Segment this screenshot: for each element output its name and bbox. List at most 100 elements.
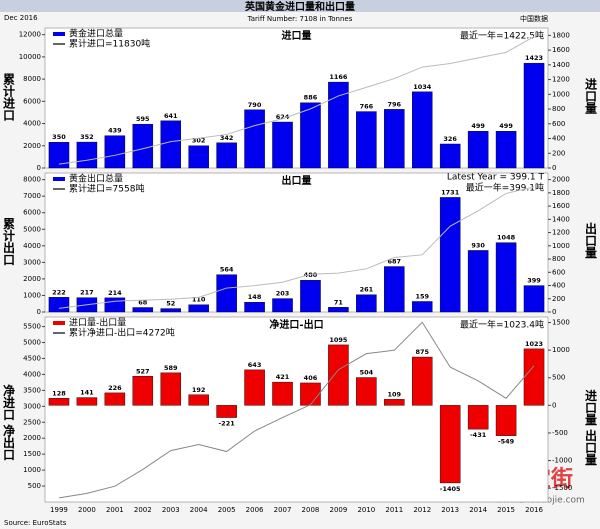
bar: [272, 381, 293, 406]
legend-label: 累计进口=7558吨: [69, 183, 144, 195]
bar: [411, 91, 433, 169]
y2-tick-label: 1000: [552, 242, 570, 250]
x-tick-label: 2007: [274, 506, 292, 514]
data-label: 110: [192, 296, 206, 304]
y-tick-label: 8000: [23, 75, 41, 83]
data-label: 52: [166, 300, 175, 308]
data-label: 564: [220, 266, 234, 274]
bar: [300, 102, 321, 169]
cumulative-line: [58, 186, 535, 309]
data-label: 203: [276, 290, 290, 298]
y-tick-label: 0: [37, 308, 41, 316]
x-tick-label: 2011: [385, 506, 403, 514]
bar: [384, 266, 405, 313]
bar: [328, 307, 349, 313]
y2-axis-label: 出口量: [584, 221, 598, 258]
y2-tick-label: 0: [552, 308, 556, 316]
header-brand: 中国数据: [520, 14, 548, 23]
bar: [384, 109, 405, 169]
y-tick-label: 1000: [23, 291, 41, 299]
y2-tick-label: 800: [552, 105, 565, 113]
x-tick-label: 2004: [190, 506, 208, 514]
data-label: -431: [470, 431, 487, 439]
bar: [132, 123, 154, 169]
y2-tick-label: 600: [552, 120, 565, 128]
data-label: 504: [360, 369, 374, 377]
y2-tick-label: 1600: [552, 202, 570, 210]
bar: [216, 142, 237, 169]
data-label: 128: [52, 389, 66, 397]
data-label: 302: [192, 137, 206, 145]
bar: [188, 304, 209, 313]
x-tick-label: 2002: [134, 506, 152, 514]
legend-label: 黄金进口总量: [69, 28, 123, 40]
y-tick-label: 7000: [23, 192, 41, 200]
bar: [523, 348, 545, 406]
bar: [356, 294, 377, 313]
bar: [439, 405, 461, 484]
data-label: 159: [415, 292, 429, 300]
x-tick-label: 2013: [441, 506, 459, 514]
data-label: 790: [248, 101, 262, 109]
data-label: 624: [276, 113, 290, 121]
legend-label: 黄金出口总量: [69, 173, 123, 185]
y2-tick-label: 1000: [552, 90, 570, 98]
data-label: 875: [415, 348, 429, 356]
annotation: Latest Year = 399.1 T: [447, 173, 545, 183]
y-tick-label: 4000: [23, 242, 41, 250]
x-tick-label: 2003: [162, 506, 180, 514]
data-label: 399: [527, 277, 541, 285]
y-tick-label: 3000: [23, 258, 41, 266]
data-label: 217: [80, 289, 94, 297]
x-tick-label: 2008: [302, 506, 320, 514]
bar: [523, 285, 545, 313]
bar: [188, 145, 209, 169]
bar: [160, 120, 182, 169]
bar: [328, 81, 349, 169]
data-label: 421: [276, 373, 290, 381]
bar: [216, 274, 237, 313]
legend-swatch: [53, 177, 65, 181]
source: Source: EuroStats: [4, 519, 67, 527]
y2-tick-label: 1200: [552, 229, 570, 237]
y-tick-label: 8000: [23, 176, 41, 184]
y-tick-label: 4000: [23, 370, 41, 378]
bar: [48, 142, 70, 169]
bar: [495, 405, 517, 436]
data-label: -549: [498, 438, 515, 446]
cumulative-line: [58, 321, 535, 499]
y-tick-label: 6000: [23, 209, 41, 217]
y-tick-label: 2000: [23, 142, 41, 150]
bar: [300, 382, 321, 406]
y2-tick-label: -1000: [552, 457, 572, 465]
x-tick-label: 2014: [469, 506, 487, 514]
bar: [467, 131, 489, 169]
bar: [467, 405, 489, 430]
y-axis-label: 累计进口: [2, 73, 16, 122]
y-tick-label: 0: [37, 164, 41, 172]
bar: [48, 297, 70, 313]
y-tick-label: 6000: [23, 97, 41, 105]
y-tick-label: 2000: [23, 434, 41, 442]
y-tick-label: 1000: [23, 466, 41, 474]
data-label: 109: [388, 390, 402, 398]
y-tick-label: 5500: [23, 323, 41, 331]
data-label: 687: [388, 258, 402, 266]
header-band: [0, 0, 600, 12]
y2-tick-label: 500: [552, 374, 565, 382]
bar: [216, 405, 237, 418]
bar: [384, 399, 405, 406]
data-label: 352: [80, 133, 94, 141]
y2-tick-label: 600: [552, 268, 565, 276]
chart-title: 出口量: [282, 174, 312, 187]
x-tick-label: 2001: [106, 506, 124, 514]
x-tick-label: 1999: [50, 506, 68, 514]
data-label: 527: [136, 367, 150, 375]
x-tick-label: 2012: [413, 506, 431, 514]
bar: [467, 250, 489, 313]
y2-tick-label: 1200: [552, 76, 570, 84]
y-tick-label: 1500: [23, 450, 41, 458]
y2-tick-label: 800: [552, 255, 565, 263]
bar: [104, 297, 126, 313]
y2-tick-label: 0: [552, 401, 556, 409]
